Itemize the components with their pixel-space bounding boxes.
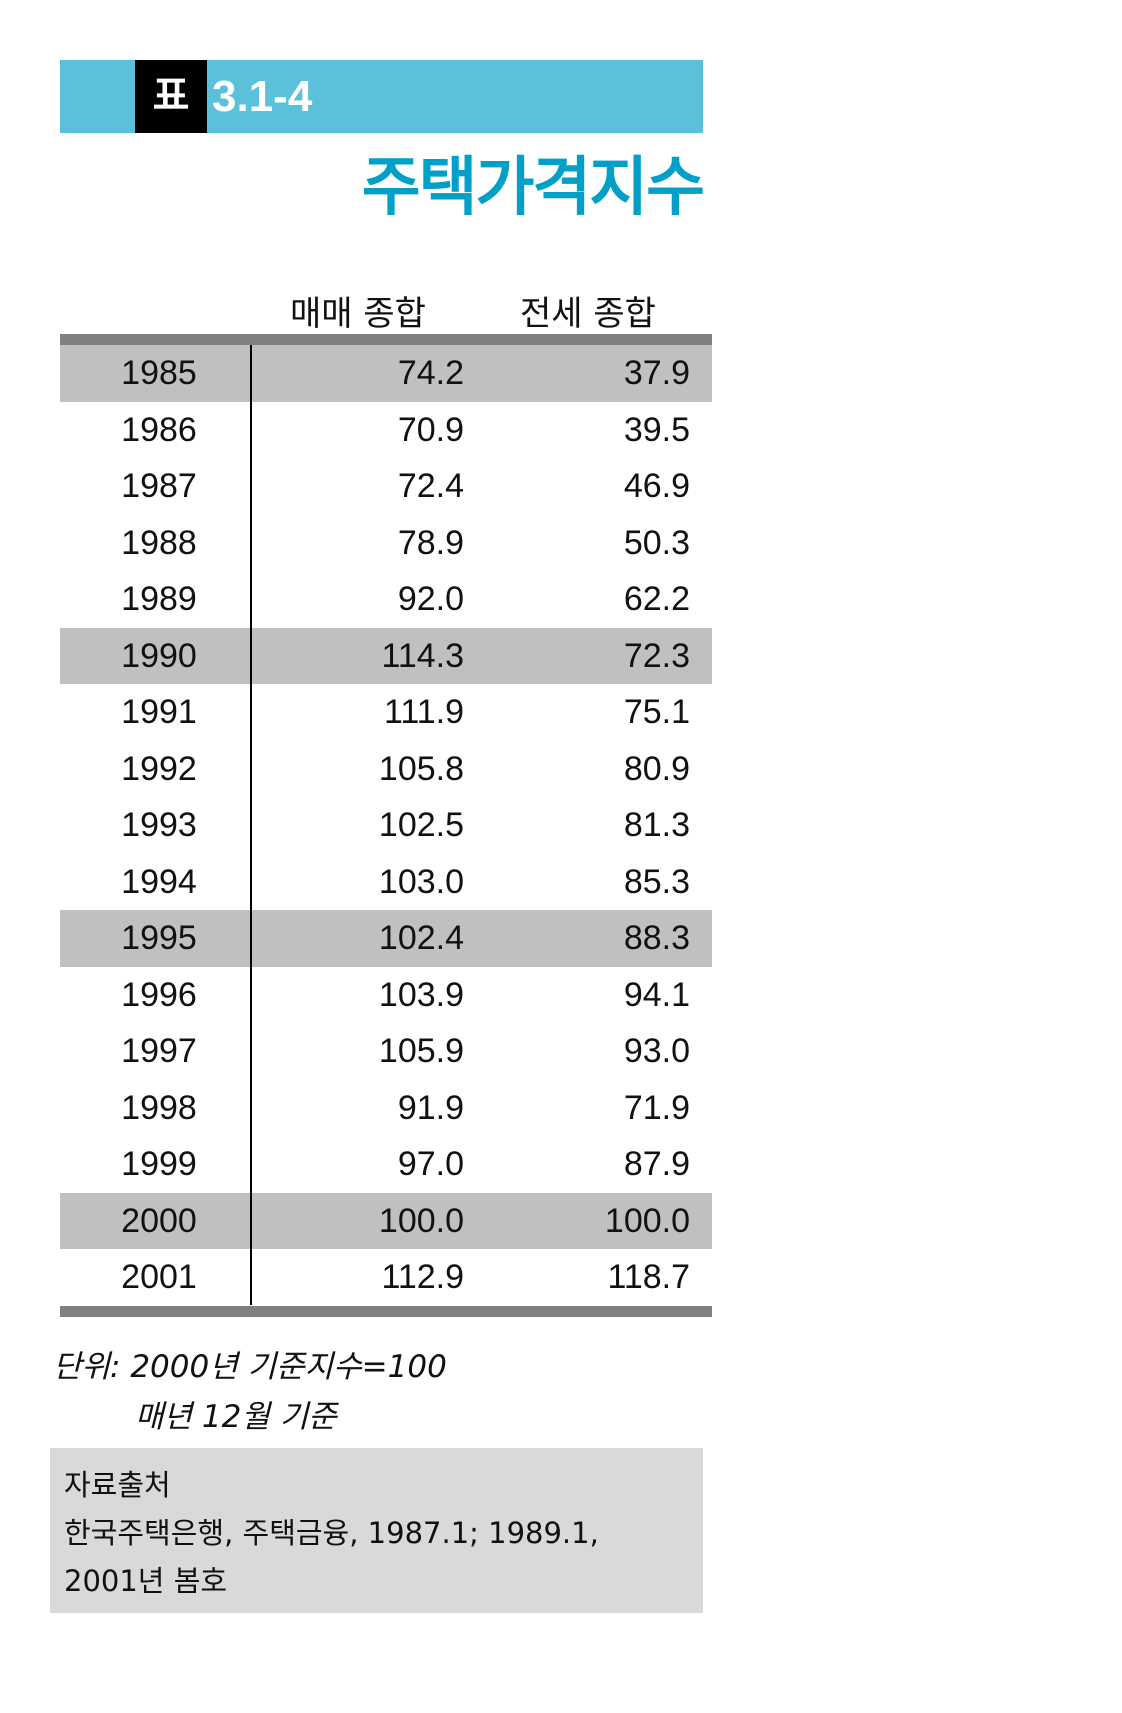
jeonse-index-cell: 39.5 xyxy=(623,410,690,449)
sale-index-cell: 112.9 xyxy=(381,1258,464,1296)
unit-note: 단위: 2000년 기준지수=100 xyxy=(53,1349,447,1385)
page-title: 주택가격지수 xyxy=(361,151,705,225)
source-box: 자료출처 한국주택은행, 주택금융, 1987.1; 1989.1, 2001년… xyxy=(50,1448,703,1613)
year-cell: 1995 xyxy=(121,919,197,957)
sale-index-cell: 97.0 xyxy=(397,1145,464,1183)
table-row: 1996 103.9 94.1 xyxy=(60,967,712,1024)
year-cell: 1987 xyxy=(121,467,197,505)
column-header-jeonse: 전세 종합 xyxy=(520,294,656,334)
table-row: 2000 100.0 100.0 xyxy=(60,1192,712,1249)
jeonse-index-cell: 72.3 xyxy=(623,636,690,675)
jeonse-index-cell: 80.9 xyxy=(623,749,690,788)
table-row: 1987 72.4 46.9 xyxy=(60,458,712,515)
sale-index-cell: 105.8 xyxy=(378,749,464,788)
sale-index-cell: 105.9 xyxy=(378,1032,464,1070)
table-row: 1990 114.3 72.3 xyxy=(60,627,712,684)
table-row: 1998 91.9 71.9 xyxy=(60,1080,712,1137)
data-table: 1985 74.2 37.9 1986 70.9 39.5 1987 72.4 46.9 1988… xyxy=(60,334,712,1317)
jeonse-index-cell: 46.9 xyxy=(623,467,690,505)
table-row: 1989 92.0 62.2 xyxy=(60,571,712,628)
table-label-prefix: 표 xyxy=(135,60,207,133)
sale-index-cell: 91.9 xyxy=(397,1088,464,1127)
table-row: 1991 111.9 75.1 xyxy=(60,684,712,741)
sale-index-cell: 100.0 xyxy=(378,1201,464,1240)
basis-note: 매년 12월 기준 xyxy=(135,1399,337,1435)
sale-index-cell: 103.0 xyxy=(378,862,464,901)
table-row: 1997 105.9 93.0 xyxy=(60,1023,712,1080)
table-row: 1986 70.9 39.5 xyxy=(60,402,712,459)
sale-index-cell: 102.5 xyxy=(378,806,464,844)
year-cell: 1986 xyxy=(121,410,197,449)
table-row: 1993 102.5 81.3 xyxy=(60,797,712,854)
sale-index-cell: 103.9 xyxy=(378,975,464,1014)
source-heading: 자료출처 xyxy=(64,1468,171,1502)
year-cell: 1998 xyxy=(121,1088,197,1127)
source-line-1: 한국주택은행, 주택금융, 1987.1; 1989.1, xyxy=(64,1516,599,1550)
year-cell: 1990 xyxy=(121,636,197,675)
sale-index-cell: 114.3 xyxy=(381,636,464,675)
bottom-rule xyxy=(60,1305,712,1317)
year-cell: 2001 xyxy=(121,1258,197,1296)
jeonse-index-cell: 62.2 xyxy=(623,580,690,618)
table-row: 2001 112.9 118.7 xyxy=(60,1249,712,1306)
year-cell: 1994 xyxy=(121,862,197,901)
table-row: 1992 105.8 80.9 xyxy=(60,741,712,798)
jeonse-index-cell: 81.3 xyxy=(623,806,690,844)
year-cell: 1996 xyxy=(121,975,197,1014)
sale-index-cell: 74.2 xyxy=(397,354,464,392)
year-cell: 1989 xyxy=(121,580,197,618)
table-row: 1994 103.0 85.3 xyxy=(60,854,712,911)
top-rule xyxy=(60,334,712,345)
year-cell: 1999 xyxy=(121,1145,197,1183)
year-cell: 1985 xyxy=(121,354,197,392)
table-row: 1999 97.0 87.9 xyxy=(60,1136,712,1193)
year-cell: 1991 xyxy=(121,693,197,731)
jeonse-index-cell: 118.7 xyxy=(607,1258,690,1296)
jeonse-index-cell: 50.3 xyxy=(623,523,690,562)
year-cell: 1997 xyxy=(121,1032,197,1070)
year-cell: 1988 xyxy=(121,523,197,562)
jeonse-index-cell: 71.9 xyxy=(623,1088,690,1127)
table-row: 1985 74.2 37.9 xyxy=(60,345,712,402)
sale-index-cell: 92.0 xyxy=(397,580,464,618)
jeonse-index-cell: 75.1 xyxy=(623,693,690,731)
jeonse-index-cell: 94.1 xyxy=(623,975,690,1014)
table-label-banner: 표 3.1-4 xyxy=(60,60,703,133)
column-divider xyxy=(250,345,252,1305)
sale-index-cell: 102.4 xyxy=(378,919,464,957)
sale-index-cell: 72.4 xyxy=(397,467,464,505)
jeonse-index-cell: 87.9 xyxy=(623,1145,690,1183)
source-line-2: 2001년 봄호 xyxy=(64,1564,228,1598)
jeonse-index-cell: 93.0 xyxy=(623,1032,690,1070)
table-number: 3.1-4 xyxy=(212,72,313,121)
column-header-sale: 매매 종합 xyxy=(290,294,426,334)
sale-index-cell: 70.9 xyxy=(397,410,464,449)
table-row: 1988 78.9 50.3 xyxy=(60,515,712,572)
year-cell: 2000 xyxy=(121,1201,197,1240)
jeonse-index-cell: 88.3 xyxy=(623,919,690,957)
sale-index-cell: 111.9 xyxy=(383,693,464,731)
jeonse-index-cell: 85.3 xyxy=(623,862,690,901)
table-row: 1995 102.4 88.3 xyxy=(60,910,712,967)
year-cell: 1992 xyxy=(121,749,197,788)
year-cell: 1993 xyxy=(121,806,197,844)
jeonse-index-cell: 100.0 xyxy=(604,1201,690,1240)
sale-index-cell: 78.9 xyxy=(397,523,464,562)
jeonse-index-cell: 37.9 xyxy=(623,354,690,392)
